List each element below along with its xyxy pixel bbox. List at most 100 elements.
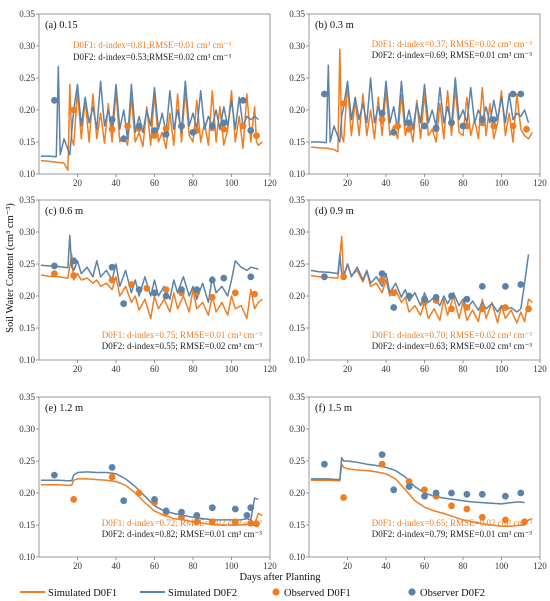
point-observed-d0f1 bbox=[394, 122, 401, 130]
point-observed-d0f2 bbox=[502, 492, 509, 500]
x-tick-label: 60 bbox=[420, 178, 430, 188]
point-observed-d0f1 bbox=[193, 518, 201, 526]
point-observed-d0f1 bbox=[70, 496, 78, 503]
x-tick-label: 120 bbox=[263, 561, 277, 571]
x-tick-label: 40 bbox=[382, 178, 392, 188]
point-observed-d0f2 bbox=[432, 293, 440, 301]
point-observed-d0f2 bbox=[378, 109, 386, 117]
point-observed-d0f2 bbox=[478, 283, 486, 290]
point-observed-d0f2 bbox=[243, 512, 251, 519]
point-observed-d0f1 bbox=[162, 286, 170, 293]
point-observed-d0f2 bbox=[162, 292, 170, 300]
y-tick-label: 0.10 bbox=[289, 552, 305, 562]
point-observed-d0f2 bbox=[178, 286, 185, 293]
x-tick-label: 100 bbox=[495, 561, 509, 571]
y-tick-label: 0.25 bbox=[289, 259, 305, 269]
series-line-simulated-d0f2 bbox=[40, 471, 259, 521]
point-observed-d0f1 bbox=[231, 289, 239, 297]
x-tick-label: 40 bbox=[112, 178, 122, 188]
y-tick-label: 0.15 bbox=[19, 520, 35, 530]
y-tick-label: 0.10 bbox=[289, 355, 305, 365]
point-observed-d0f1 bbox=[220, 125, 228, 133]
panel-5: 0.10 0.15 0.20 0.25 0.30 0.35 20 40 60 80 100 120 (e… bbox=[19, 392, 277, 571]
point-observed-d0f2 bbox=[189, 129, 197, 136]
y-tick-label: 0.15 bbox=[19, 323, 35, 333]
point-observed-d0f2 bbox=[463, 295, 471, 303]
point-observed-d0f2 bbox=[247, 273, 255, 281]
point-observed-d0f2 bbox=[51, 97, 58, 104]
x-tick-label: 40 bbox=[382, 364, 392, 374]
legend-marker-obs-d0f2 bbox=[408, 588, 416, 596]
point-observed-d0f2 bbox=[378, 270, 386, 277]
point-observed-d0f2 bbox=[421, 122, 428, 130]
y-tick-label: 0.30 bbox=[19, 227, 35, 237]
panel-label: (c) 0.6 m bbox=[45, 206, 83, 217]
y-tick-label: 0.10 bbox=[19, 552, 35, 562]
y-tick-label: 0.10 bbox=[19, 355, 35, 365]
panel-4: 0.10 0.15 0.20 0.25 0.30 0.35 20 40 60 80 100 120 (d… bbox=[289, 195, 547, 374]
panel-label: (e) 1.2 m bbox=[45, 403, 83, 414]
point-observed-d0f1 bbox=[340, 273, 347, 281]
point-observed-d0f2 bbox=[390, 304, 398, 311]
panel-6: 0.10 0.15 0.20 0.25 0.30 0.35 20 40 60 80 100 120 (f… bbox=[289, 392, 547, 571]
point-observed-d0f1 bbox=[208, 293, 216, 301]
point-observed-d0f1 bbox=[405, 478, 413, 485]
point-observed-d0f1 bbox=[521, 518, 528, 526]
point-observed-d0f2 bbox=[120, 497, 128, 505]
y-tick-label: 0.25 bbox=[289, 73, 305, 83]
point-observed-d0f2 bbox=[448, 119, 455, 127]
point-observed-d0f2 bbox=[193, 512, 201, 519]
point-observed-d0f1 bbox=[108, 473, 116, 481]
point-observed-d0f2 bbox=[321, 460, 328, 468]
stat-text-d0f2: D0F2: d-index=0.79; RMSE=0.01 cm³ cm⁻³ bbox=[372, 529, 533, 539]
point-observed-d0f2 bbox=[51, 262, 58, 270]
x-tick-label: 20 bbox=[343, 364, 353, 374]
point-observed-d0f2 bbox=[135, 286, 143, 293]
y-tick-label: 0.25 bbox=[19, 73, 35, 83]
point-observed-d0f2 bbox=[247, 504, 255, 512]
point-observed-d0f2 bbox=[432, 124, 440, 132]
point-observed-d0f1 bbox=[124, 122, 131, 130]
panel-label: (f) 1.5 m bbox=[315, 403, 352, 414]
x-tick-label: 20 bbox=[343, 561, 353, 571]
point-observed-d0f1 bbox=[108, 125, 116, 133]
x-tick-label: 60 bbox=[150, 561, 160, 571]
x-tick-label: 80 bbox=[459, 561, 469, 571]
point-observed-d0f2 bbox=[478, 490, 486, 498]
x-tick-label: 60 bbox=[420, 561, 430, 571]
point-observed-d0f2 bbox=[220, 274, 228, 282]
stat-text-d0f1: D0F1: d-index=0.81;RMSE=0.01 cm³ cm⁻³ bbox=[73, 40, 231, 50]
point-observed-d0f2 bbox=[517, 90, 525, 98]
y-tick-label: 0.15 bbox=[289, 137, 305, 147]
stat-text-d0f1: D0F1: d-index=0.65; RMSE=0.02 cm³ cm⁻³ bbox=[372, 518, 533, 528]
point-observed-d0f1 bbox=[509, 122, 517, 130]
point-observed-d0f2 bbox=[120, 300, 128, 308]
point-observed-d0f2 bbox=[463, 490, 471, 498]
point-observed-d0f2 bbox=[448, 489, 455, 497]
x-tick-label: 100 bbox=[225, 364, 239, 374]
point-observed-d0f2 bbox=[193, 286, 201, 293]
panel-3: 0.10 0.15 0.20 0.25 0.30 0.35 20 40 60 80 100 120 (c… bbox=[19, 195, 277, 374]
y-tick-label: 0.30 bbox=[19, 41, 35, 51]
x-tick-label: 120 bbox=[533, 178, 547, 188]
x-tick-label: 120 bbox=[533, 364, 547, 374]
y-tick-label: 0.20 bbox=[289, 291, 305, 301]
point-observed-d0f2 bbox=[432, 489, 440, 497]
point-observed-d0f2 bbox=[405, 292, 413, 300]
y-tick-label: 0.30 bbox=[289, 41, 305, 51]
point-observed-d0f2 bbox=[151, 289, 158, 297]
point-observed-d0f1 bbox=[178, 513, 185, 521]
point-observed-d0f2 bbox=[459, 122, 467, 130]
stat-text-d0f2: D0F2: d-index=0.82; RMSE=0.01 cm³ cm⁻³ bbox=[102, 529, 263, 539]
point-observed-d0f2 bbox=[178, 508, 185, 516]
x-tick-label: 120 bbox=[263, 178, 277, 188]
point-observed-d0f2 bbox=[51, 471, 58, 479]
point-observed-d0f1 bbox=[51, 270, 58, 277]
point-observed-d0f1 bbox=[378, 460, 386, 468]
x-tick-label: 40 bbox=[112, 364, 122, 374]
point-observed-d0f2 bbox=[135, 122, 143, 130]
point-observed-d0f2 bbox=[517, 489, 525, 497]
point-observed-d0f1 bbox=[448, 305, 455, 313]
point-observed-d0f2 bbox=[108, 116, 116, 123]
